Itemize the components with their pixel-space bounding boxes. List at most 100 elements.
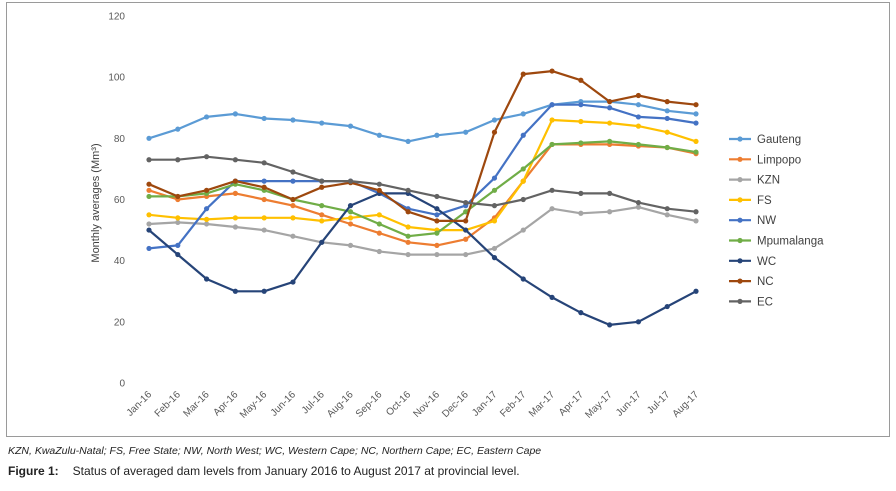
data-point <box>491 203 498 209</box>
series-nc <box>146 68 699 224</box>
legend-item: WC <box>729 256 776 268</box>
legend-item: NW <box>729 215 776 227</box>
data-point <box>607 120 613 126</box>
data-point <box>203 206 210 212</box>
data-point <box>175 219 181 226</box>
data-point <box>319 218 325 224</box>
y-axis-title: Monthly averages (Mm³) <box>90 143 102 262</box>
data-point <box>664 206 670 212</box>
data-point <box>607 190 613 196</box>
x-tick-label: Dec-16 <box>440 389 471 420</box>
data-point <box>607 322 613 328</box>
data-point <box>520 276 526 282</box>
legend: Gauteng Limpopo KZN FS NW Mpumalanga WC NC EC <box>729 134 824 308</box>
legend-item: Gauteng <box>729 134 801 146</box>
data-point <box>664 303 670 310</box>
data-point <box>175 157 181 163</box>
legend-swatch-marker <box>737 197 743 203</box>
x-tick-label: Feb-17 <box>498 389 528 419</box>
data-point <box>578 190 584 196</box>
data-point <box>376 187 382 193</box>
legend-swatch-marker <box>737 237 743 244</box>
data-point <box>578 310 584 316</box>
data-point <box>693 120 699 126</box>
data-point <box>290 203 296 209</box>
data-point <box>549 117 555 123</box>
data-point <box>463 129 469 135</box>
data-point <box>463 251 469 258</box>
data-point <box>319 203 325 209</box>
data-point <box>664 212 670 218</box>
data-point <box>491 245 498 252</box>
data-point <box>491 175 498 181</box>
data-point <box>434 132 440 138</box>
data-point <box>491 129 498 135</box>
data-point <box>232 224 238 230</box>
data-point <box>607 209 613 215</box>
series-mpumalanga <box>146 138 699 239</box>
data-point <box>434 206 440 212</box>
legend-label: WC <box>757 256 776 268</box>
data-point <box>635 102 642 108</box>
legend-label: KZN <box>757 175 780 187</box>
figure-label: Figure 1: <box>8 464 59 478</box>
data-point <box>232 190 238 196</box>
series-line <box>147 155 698 213</box>
x-tick-label: Nov-16 <box>411 389 442 420</box>
data-point <box>203 154 210 160</box>
data-point <box>232 111 238 117</box>
figure-caption-text: Status of averaged dam levels from Janua… <box>72 464 520 478</box>
data-point <box>405 138 411 144</box>
data-point <box>175 193 181 200</box>
data-point <box>261 184 267 190</box>
legend-item: Limpopo <box>729 154 801 166</box>
x-tick-label: Apr-16 <box>211 389 240 418</box>
data-point <box>520 196 526 203</box>
data-point <box>203 276 210 282</box>
data-point <box>405 251 411 258</box>
figure-caption: Figure 1: Status of averaged dam levels f… <box>8 464 520 478</box>
data-point <box>261 196 267 203</box>
data-point <box>290 178 296 184</box>
data-point <box>434 212 440 218</box>
chart-frame: 0 20 40 60 80 100 120 Jan-16 Feb-16 Mar-16 Apr-16… <box>6 2 890 437</box>
data-point <box>578 102 584 108</box>
x-tick-label: Apr-17 <box>557 389 586 418</box>
x-tick-label: Aug-16 <box>325 389 356 420</box>
data-point <box>146 221 152 227</box>
data-point <box>347 178 354 184</box>
y-tick-label: 60 <box>114 195 126 206</box>
data-point <box>146 227 152 233</box>
series-fs <box>146 117 699 233</box>
legend-label: NW <box>757 215 776 227</box>
data-point <box>290 215 296 221</box>
data-point <box>146 181 152 187</box>
x-tick-label: Jan-16 <box>125 389 155 419</box>
legend-swatch-marker <box>737 156 743 162</box>
data-point <box>491 218 498 224</box>
y-tick-label: 40 <box>114 256 126 267</box>
data-point <box>347 203 354 209</box>
data-point <box>434 242 440 248</box>
data-point <box>347 209 354 215</box>
x-tick-label: May-16 <box>238 389 270 421</box>
legend-item: Mpumalanga <box>729 236 824 248</box>
data-point <box>664 99 670 105</box>
data-point <box>463 218 469 224</box>
data-point <box>520 166 526 172</box>
series-line <box>147 100 698 143</box>
series-line <box>147 192 698 326</box>
legend-label: EC <box>757 296 773 308</box>
data-point <box>290 279 296 285</box>
data-point <box>232 288 238 294</box>
data-point <box>578 210 584 216</box>
data-point <box>549 206 555 212</box>
data-point <box>203 216 210 222</box>
legend-swatch-marker <box>737 278 743 284</box>
data-point <box>203 221 210 227</box>
data-point <box>607 105 613 111</box>
legend-item: KZN <box>729 175 780 187</box>
legend-label: Gauteng <box>757 134 801 146</box>
y-tick-label: 0 <box>119 379 125 390</box>
data-point <box>261 215 267 221</box>
